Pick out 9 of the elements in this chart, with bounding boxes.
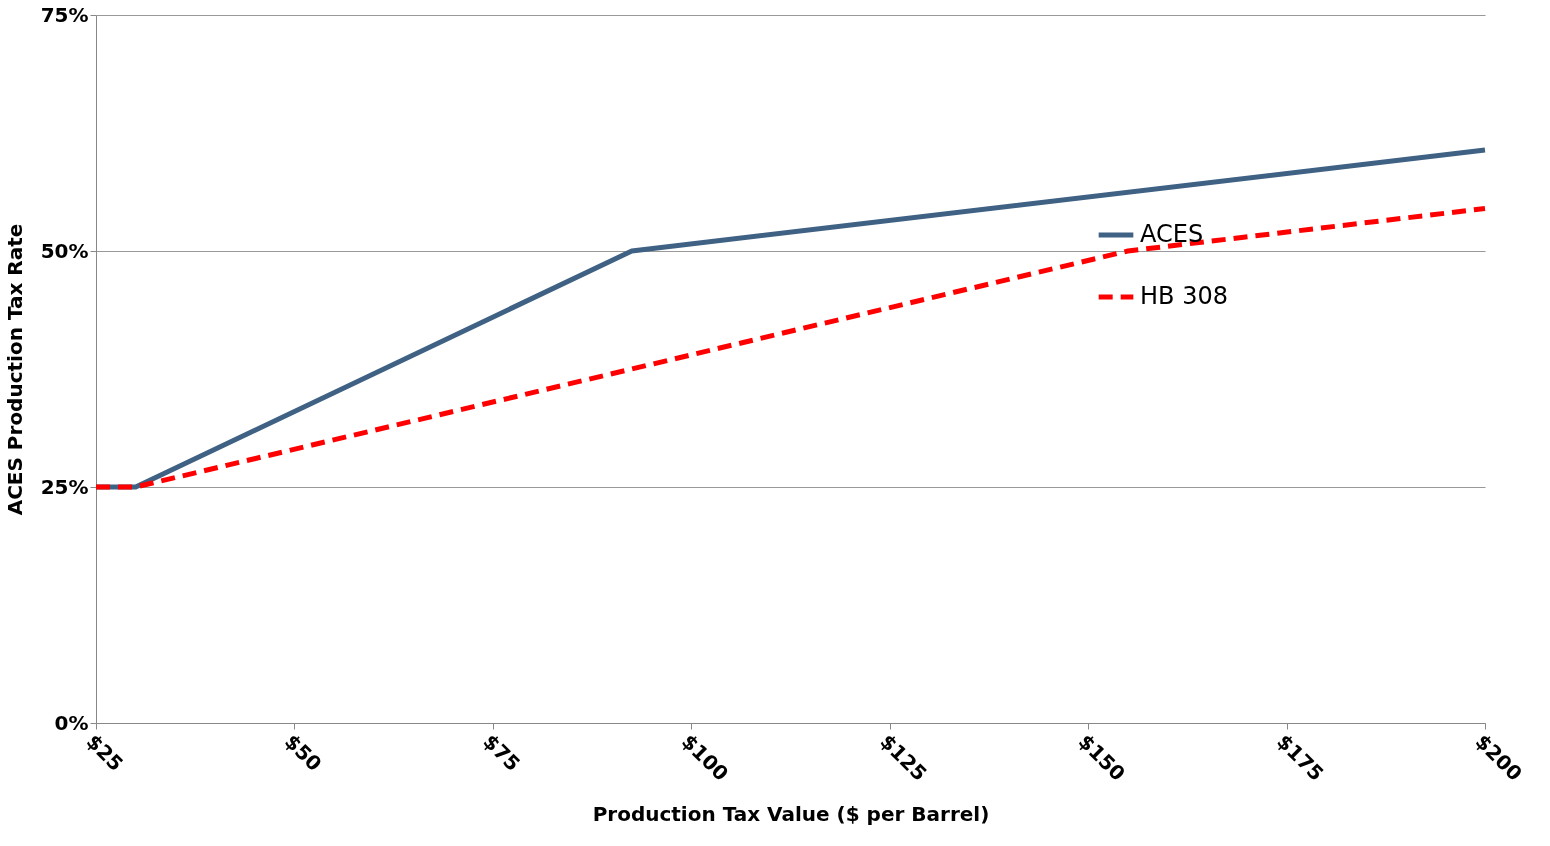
- legend-label: ACES: [1140, 220, 1204, 248]
- x-tick-label: $75: [478, 729, 525, 776]
- legend-label: HB 308: [1140, 282, 1228, 310]
- y-axis-title: ACES Production Tax Rate: [2, 223, 27, 516]
- y-tick-label: 75%: [40, 2, 89, 27]
- y-tick-label: 25%: [40, 474, 89, 499]
- x-tick-label: $50: [280, 729, 327, 776]
- y-tick-label: 50%: [40, 238, 89, 263]
- x-axis-title: Production Tax Value ($ per Barrel): [592, 802, 990, 826]
